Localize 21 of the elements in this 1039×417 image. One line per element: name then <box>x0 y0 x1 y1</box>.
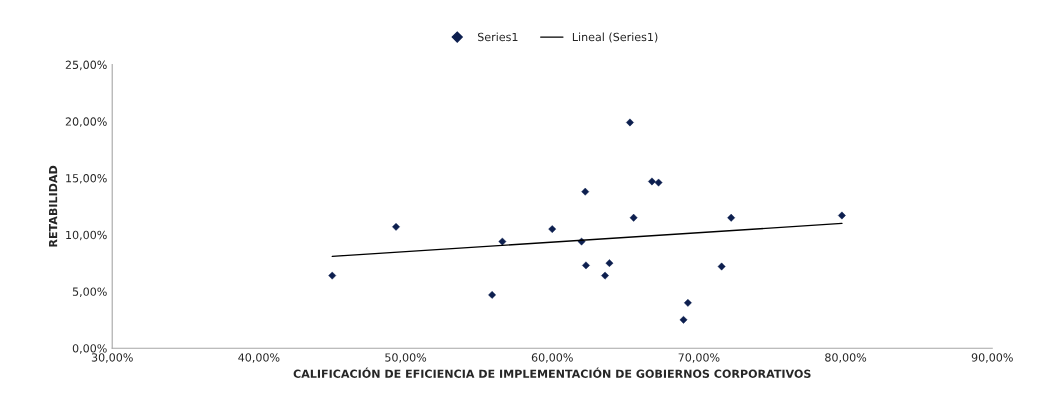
x-tick-label: 30,00% <box>91 353 133 363</box>
point <box>581 187 590 196</box>
legend-label: Series1 <box>477 32 518 42</box>
point <box>605 259 614 268</box>
y-tick-label: 15,00% <box>66 174 107 184</box>
x-tick-label: 90,00% <box>971 353 1013 363</box>
y-tick-label: 5,00% <box>72 287 107 297</box>
x-tick-label: 60,00% <box>531 353 573 363</box>
x-tick-label: 40,00% <box>238 353 280 363</box>
x-tick-label: 80,00% <box>825 353 867 363</box>
x-tick-label: 70,00% <box>678 353 720 363</box>
x-tick-label: 50,00% <box>385 353 427 363</box>
y-tick-label: 20,00% <box>65 117 107 127</box>
y-tick-label: 25,00% <box>65 60 107 71</box>
x-axis-title: CALIFICACIÓN DE EFICIENCIA DE IMPLEMENTACIÓN DE GOBIERNOS CORPORATIVOS <box>293 367 811 378</box>
y-tick-label: 0,00% <box>72 344 107 354</box>
point <box>679 315 688 324</box>
y-axis-title: RETABILIDAD <box>49 165 58 247</box>
y-tick-label: 10,00% <box>66 230 107 241</box>
point <box>727 213 736 222</box>
legend-label: Lineal (Series1) <box>572 32 658 43</box>
